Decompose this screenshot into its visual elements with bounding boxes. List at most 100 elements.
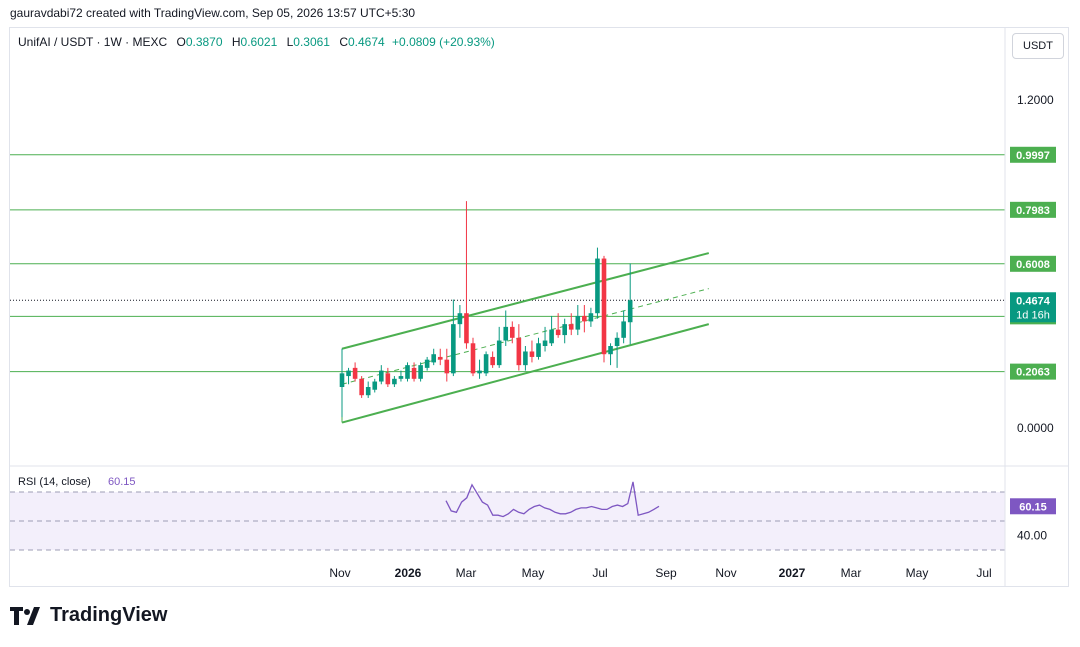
low-value: 0.3061 [293, 35, 330, 49]
change-value: +0.0809 (+20.93%) [392, 35, 495, 49]
time-tick: May [906, 566, 929, 580]
high-label: H [231, 35, 241, 49]
high-value: 0.6021 [240, 35, 278, 49]
time-tick: Sep [655, 566, 677, 580]
candle-body [398, 376, 404, 379]
symbol-legend: UnifAI / USDT · 1W · MEXC O0.3870 H0.602… [18, 35, 495, 49]
time-tick: Nov [715, 566, 736, 580]
candle-body [359, 378, 364, 396]
time-tick: Jul [592, 566, 607, 580]
parallel-channel [341, 252, 710, 424]
candle-body [418, 365, 423, 379]
rsi-tick: 40.00 [1017, 529, 1047, 543]
rsi-value-bg [1010, 498, 1056, 515]
candle-body [431, 354, 436, 363]
channel-lower-line [341, 323, 710, 424]
price-tick: 0.0000 [1017, 421, 1054, 435]
tradingview-logo-icon [10, 606, 40, 625]
tradingview-logo[interactable]: TradingView [10, 604, 167, 627]
candle-body [405, 365, 410, 379]
open-value: 0.3870 [185, 35, 223, 49]
time-tick: 2027 [779, 566, 806, 580]
candle-body [365, 387, 371, 396]
candle-body [444, 359, 450, 374]
level-label-bg [1010, 146, 1056, 163]
candle-body [372, 381, 378, 390]
candle-body [477, 370, 482, 374]
candle-body [562, 324, 567, 336]
candle-body [588, 313, 594, 322]
candle-body [627, 300, 633, 323]
candle-body [536, 343, 541, 357]
candle-body [392, 378, 397, 385]
level-label: 0.7983 [1016, 205, 1050, 217]
candle-body [411, 367, 417, 379]
candle-body [490, 356, 495, 366]
candle-body [451, 324, 456, 374]
current-price-label: 0.4674 [1016, 295, 1051, 307]
candle-body [339, 373, 345, 388]
channel-mid-line [341, 288, 709, 385]
currency-button[interactable]: USDT [1012, 33, 1064, 59]
candle-body [555, 329, 561, 336]
candle-body [568, 324, 574, 330]
candle-body [385, 373, 391, 385]
rsi-inline-value: 60.15 [108, 476, 136, 488]
current-price-bg [1010, 292, 1056, 323]
candles [339, 201, 633, 418]
close-value: 0.4674 [348, 35, 385, 49]
close-label: C [339, 35, 348, 49]
candle-body [464, 313, 469, 344]
candle-body [457, 313, 463, 325]
time-tick: Nov [329, 566, 350, 580]
candle-body [483, 354, 489, 374]
countdown-label: 1d 16h [1016, 309, 1050, 321]
candle-body [424, 359, 430, 368]
candle-body [352, 367, 358, 379]
chart-frame [9, 27, 1069, 587]
low-label: L [286, 35, 294, 49]
level-label-bg [1010, 255, 1056, 272]
price-tick: 1.2000 [1017, 93, 1054, 107]
rsi-line [445, 481, 660, 518]
candle-body [549, 329, 554, 344]
symbol-title[interactable]: UnifAI / USDT · 1W · MEXC [18, 35, 168, 49]
level-label: 0.9997 [1016, 150, 1050, 162]
open-label: O [176, 35, 186, 49]
candle-body [510, 326, 515, 338]
time-tick: 2026 [395, 566, 422, 580]
level-label-bg [1010, 201, 1056, 218]
candle-body [379, 370, 384, 382]
price-axis: 1.2000 0.0000 [1017, 93, 1054, 435]
candle-body [516, 337, 522, 366]
candle-body [542, 340, 548, 347]
candle-body [614, 337, 620, 347]
rsi-title: RSI (14, close) [18, 476, 91, 488]
candle-body [582, 315, 587, 322]
rsi-value-label: 60.15 [1019, 501, 1047, 513]
candle-body [621, 321, 626, 338]
rsi-pane: RSI (14, close) 60.15 60.15 40.00 [10, 28, 1068, 586]
candle-body [529, 351, 535, 357]
candle-body [437, 356, 443, 360]
level-label: 0.2063 [1016, 367, 1050, 379]
candle-body [595, 258, 600, 314]
time-tick: Mar [841, 566, 862, 580]
level-label-bg [1010, 363, 1056, 380]
time-tick: May [522, 566, 545, 580]
candle-body [523, 351, 528, 366]
candle-body [575, 315, 581, 330]
candle-body [346, 370, 351, 377]
time-tick: Mar [456, 566, 477, 580]
chart-header: gauravdabi72 created with TradingView.co… [10, 6, 416, 20]
candle-body [601, 258, 607, 355]
candle-body [608, 346, 613, 355]
candle-body [470, 343, 476, 374]
level-label: 0.6008 [1016, 259, 1050, 271]
channel-upper-line [341, 252, 710, 350]
candle-body [503, 326, 509, 341]
brand-name: TradingView [50, 604, 168, 626]
candle-body [496, 340, 502, 366]
time-axis: Nov 2026 Mar May Jul Sep Nov 2027 Mar May Jul [329, 566, 991, 580]
